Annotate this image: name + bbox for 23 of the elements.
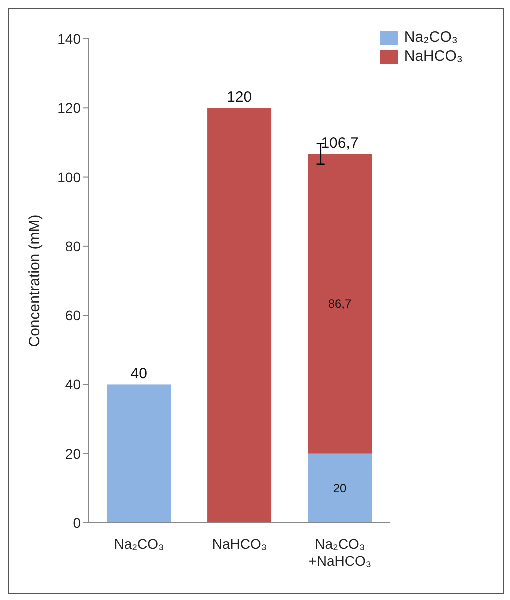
x-tick-label: NaHCO₃ (212, 536, 268, 552)
data-label: 86,7 (328, 296, 352, 311)
total-label: 120 (227, 89, 252, 106)
bar (208, 108, 272, 523)
bar (308, 454, 372, 523)
y-tick-label: 120 (58, 100, 82, 116)
y-tick-label: 40 (65, 376, 82, 393)
legend-label: NaHCO₃ (404, 48, 463, 65)
y-tick-label: 80 (65, 238, 82, 254)
y-tick-label: 140 (58, 30, 82, 47)
bar (308, 154, 372, 454)
data-label: 20 (333, 481, 347, 496)
x-tick-label: Na₂CO₃ +NaHCO₃ (308, 536, 372, 569)
y-tick-label: 0 (73, 514, 82, 531)
legend-label: Na₂CO₃ (404, 29, 458, 46)
y-axis-title: Concentration (mM) (26, 214, 44, 348)
y-tick-label: 60 (65, 308, 82, 324)
total-label: 106,7 (321, 135, 359, 152)
y-tick-label: 20 (65, 446, 82, 462)
x-tick-label: Na₂CO₃ (114, 536, 164, 552)
total-label: 40 (130, 366, 148, 383)
bar (107, 384, 172, 523)
y-tick-label: 100 (58, 169, 82, 186)
